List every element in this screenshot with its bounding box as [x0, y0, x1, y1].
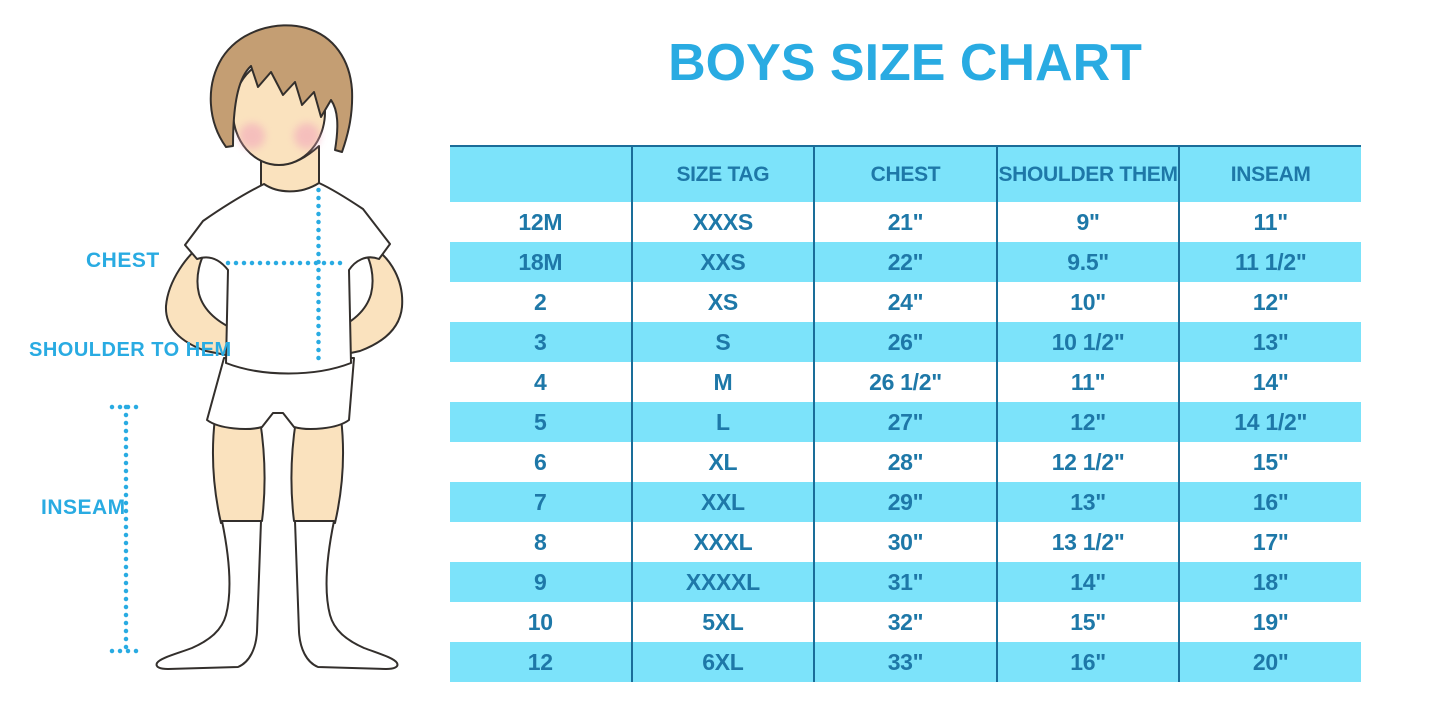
hair — [209, 24, 354, 153]
table-cell: XXS — [630, 242, 815, 282]
column-header — [450, 146, 632, 202]
inseam-measure-label: INSEAM — [41, 496, 126, 519]
size-chart-table: SIZE TAG CHEST SHOULDER THEM INSEAM 12M XXXS… — [450, 145, 1361, 682]
table-cell: 13" — [1178, 322, 1361, 362]
left-arm — [164, 239, 241, 358]
row-size-label: 5 — [450, 402, 632, 442]
column-header: INSEAM — [1178, 146, 1361, 202]
table-cell: 12" — [995, 402, 1180, 442]
table-cell: 10" — [995, 282, 1180, 322]
row-size-label: 9 — [450, 562, 632, 602]
row-size-label: 12M — [450, 202, 632, 242]
table-cell: 16" — [1178, 482, 1361, 522]
table-cell: 15" — [1178, 442, 1361, 482]
row-size-label: 3 — [450, 322, 632, 362]
size-table-head: SIZE TAG CHEST SHOULDER THEM INSEAM — [450, 146, 1361, 202]
table-cell: 11" — [1178, 202, 1361, 242]
page-title: BOYS SIZE CHART — [668, 34, 1142, 92]
row-size-label: 12 — [450, 642, 632, 682]
table-cell: M — [630, 362, 815, 402]
table-cell: 10 1/2" — [995, 322, 1180, 362]
row-size-label: 4 — [450, 362, 632, 402]
table-cell: 14" — [1178, 362, 1361, 402]
table-cell: 9" — [995, 202, 1180, 242]
table-row: 7 XXL 29" 13" 16" — [450, 482, 1361, 522]
left-sock — [155, 520, 262, 670]
row-size-label: 6 — [450, 442, 632, 482]
row-size-label: 7 — [450, 482, 632, 522]
boy-measurement-figure: CHEST SHOULDER TO HEM INSEAM — [0, 0, 450, 723]
table-cell: XS — [630, 282, 815, 322]
table-cell: 24" — [813, 282, 997, 322]
table-cell: 6XL — [630, 642, 815, 682]
table-row: 5 L 27" 12" 14 1/2" — [450, 402, 1361, 442]
table-row: 8 XXXL 30" 13 1/2" 17" — [450, 522, 1361, 562]
table-cell: 18" — [1178, 562, 1361, 602]
table-cell: 15" — [995, 602, 1180, 642]
t-shirt — [184, 182, 391, 375]
row-size-label: 10 — [450, 602, 632, 642]
table-cell: 13 1/2" — [995, 522, 1180, 562]
table-cell: 11 1/2" — [1178, 242, 1361, 282]
table-cell: 13" — [995, 482, 1180, 522]
table-cell: 30" — [813, 522, 997, 562]
table-cell: XXXL — [630, 522, 815, 562]
table-cell: XXL — [630, 482, 815, 522]
table-cell: 26 1/2" — [813, 362, 997, 402]
left-leg — [212, 417, 266, 524]
row-size-label: 18M — [450, 242, 632, 282]
row-size-label: 8 — [450, 522, 632, 562]
table-row: 6 XL 28" 12 1/2" 15" — [450, 442, 1361, 482]
right-cheek-blush — [294, 123, 320, 149]
table-cell: 32" — [813, 602, 997, 642]
table-cell: 5XL — [630, 602, 815, 642]
table-cell: 29" — [813, 482, 997, 522]
table-row: 18M XXS 22" 9.5" 11 1/2" — [450, 242, 1361, 282]
table-cell: 21" — [813, 202, 997, 242]
size-table-head-row: SIZE TAG CHEST SHOULDER THEM INSEAM — [450, 146, 1361, 202]
table-cell: 12" — [1178, 282, 1361, 322]
left-cheek-blush — [239, 123, 265, 149]
table-row: 2 XS 24" 10" 12" — [450, 282, 1361, 322]
table-cell: XL — [630, 442, 815, 482]
table-cell: 28" — [813, 442, 997, 482]
row-size-label: 2 — [450, 282, 632, 322]
table-row: 9 XXXXL 31" 14" 18" — [450, 562, 1361, 602]
shoulder-to-hem-measure-label: SHOULDER TO HEM — [29, 339, 232, 361]
table-cell: 17" — [1178, 522, 1361, 562]
table-row: 10 5XL 32" 15" 19" — [450, 602, 1361, 642]
table-row: 12 6XL 33" 16" 20" — [450, 642, 1361, 682]
table-cell: 20" — [1178, 642, 1361, 682]
boy-illustration — [109, 24, 404, 670]
table-cell: S — [630, 322, 815, 362]
size-table-body: 12M XXXS 21" 9" 11" 18M XXS 22" 9.5" 11 1/2" 2 XS 24… — [450, 202, 1361, 682]
table-cell: 31" — [813, 562, 997, 602]
table-cell: 27" — [813, 402, 997, 442]
table-cell: 12 1/2" — [995, 442, 1180, 482]
table-cell: 26" — [813, 322, 997, 362]
column-header: SIZE TAG — [630, 146, 815, 202]
table-cell: 22" — [813, 242, 997, 282]
table-cell: 11" — [995, 362, 1180, 402]
right-sock — [294, 520, 399, 670]
table-cell: 14" — [995, 562, 1180, 602]
shorts — [206, 357, 355, 430]
table-cell: 16" — [995, 642, 1180, 682]
table-cell: 33" — [813, 642, 997, 682]
table-row: 4 M 26 1/2" 11" 14" — [450, 362, 1361, 402]
table-cell: L — [630, 402, 815, 442]
table-cell: 9.5" — [995, 242, 1180, 282]
table-cell: 14 1/2" — [1178, 402, 1361, 442]
table-row: 12M XXXS 21" 9" 11" — [450, 202, 1361, 242]
column-header: CHEST — [813, 146, 997, 202]
column-header: SHOULDER THEM — [995, 146, 1180, 202]
table-cell: 19" — [1178, 602, 1361, 642]
table-cell: XXXXL — [630, 562, 815, 602]
chest-measure-label: CHEST — [86, 249, 160, 272]
table-cell: XXXS — [630, 202, 815, 242]
table-row: 3 S 26" 10 1/2" 13" — [450, 322, 1361, 362]
right-leg — [290, 417, 344, 524]
